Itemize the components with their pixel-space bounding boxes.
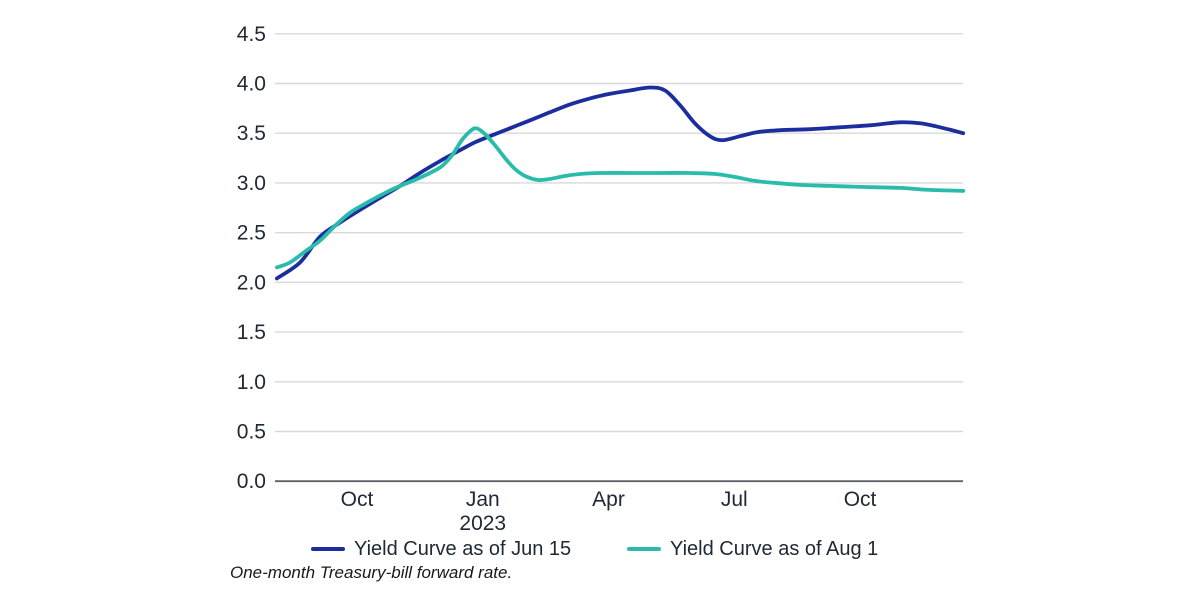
legend-label-jun15: Yield Curve as of Jun 15 [354,537,572,560]
y-axis-tick-label: 1.0 [237,371,266,394]
y-axis-tick-label: 3.5 [237,122,266,145]
legend-item-aug1: Yield Curve as of Aug 1 [627,537,878,561]
y-axis-tick-label: 3.0 [237,172,266,195]
y-axis-tick-label: 4.5 [237,23,266,46]
y-axis-tick-label: 0.0 [237,470,266,493]
y-axis-tick-label: 2.5 [237,222,266,245]
legend-item-jun15: Yield Curve as of Jun 15 [311,537,571,561]
legend: Yield Curve as of Jun 15 Yield Curve as … [0,537,1200,561]
y-axis-tick-label: 4.0 [237,73,266,96]
x-axis-tick-label: Jul [721,488,748,511]
y-axis-tick-label: 0.5 [237,420,266,443]
legend-label-aug1: Yield Curve as of Aug 1 [670,537,879,560]
x-axis-year-label: 2023 [459,512,506,535]
y-axis-tick-label: 2.0 [237,271,266,294]
legend-swatch-aug1 [627,547,661,551]
x-axis-tick-label: Apr [592,488,625,511]
x-axis-tick-label: Jan [466,488,500,511]
x-axis-tick-label: Oct [844,488,877,511]
legend-swatch-jun15 [311,547,345,551]
series-line-1 [275,126,966,270]
y-axis-tick-label: 1.5 [237,321,266,344]
chart-footnote: One-month Treasury-bill forward rate. [230,563,513,582]
x-axis-tick-label: Oct [341,488,374,511]
